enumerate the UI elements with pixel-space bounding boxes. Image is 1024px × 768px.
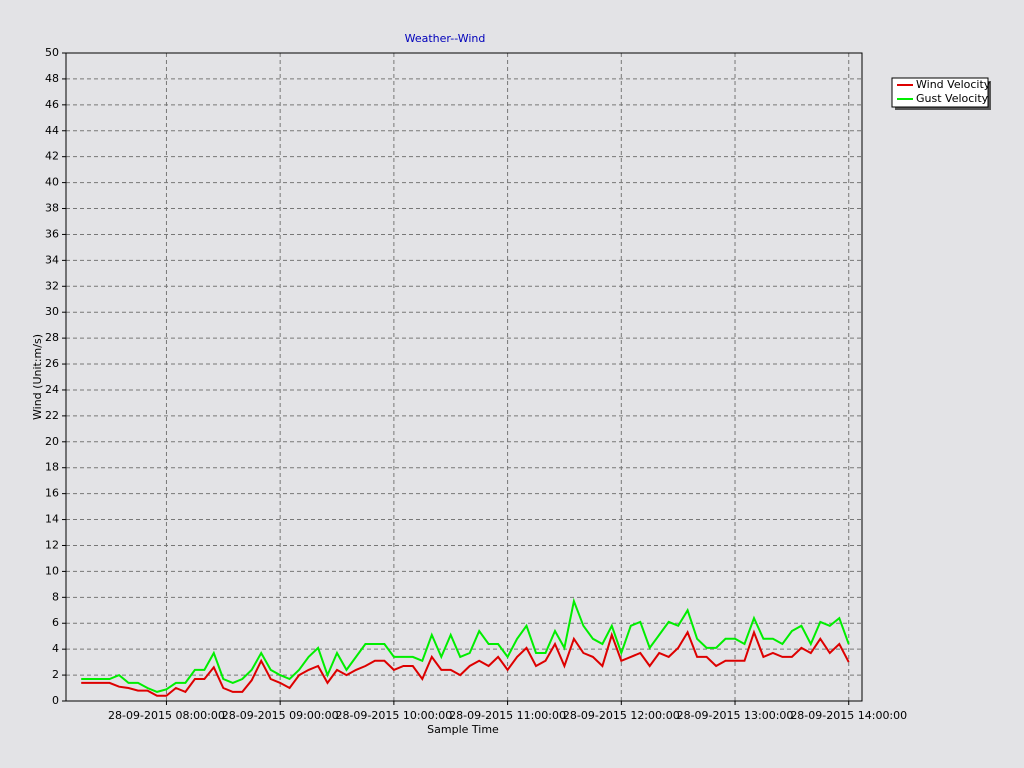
y-tick-label: 50: [45, 46, 59, 59]
plot: [81, 597, 850, 697]
grid: 0246810121416182022242628303234363840424…: [45, 46, 907, 722]
y-tick-label: 26: [45, 357, 59, 370]
legend-label: Wind Velocity: [916, 78, 991, 91]
y-tick-label: 18: [45, 461, 59, 474]
y-tick-label: 0: [52, 694, 59, 707]
y-tick-label: 36: [45, 227, 59, 240]
legend-box: [891, 77, 989, 108]
y-tick-label: 6: [52, 616, 59, 629]
y-tick-label: 32: [45, 279, 59, 292]
chart-title: Weather--Wind: [405, 32, 486, 45]
plot-frame: [65, 52, 863, 702]
y-tick-label: 2: [52, 668, 59, 681]
x-axis-label: Sample Time: [427, 723, 499, 736]
x-tick-label: 28-09-2015 14:00:00: [790, 709, 907, 722]
y-tick-label: 16: [45, 487, 59, 500]
y-tick-label: 48: [45, 72, 59, 85]
y-tick-label: 12: [45, 538, 59, 551]
x-tick-label: 28-09-2015 08:00:00: [108, 709, 225, 722]
series-line: [81, 597, 850, 693]
y-tick-label: 28: [45, 331, 59, 344]
y-tick-label: 4: [52, 642, 59, 655]
y-tick-label: 40: [45, 176, 59, 189]
y-tick-label: 46: [45, 98, 59, 111]
y-tick-label: 44: [45, 124, 59, 137]
legend-label: Gust Velocity: [916, 92, 989, 105]
y-tick-label: 14: [45, 513, 59, 526]
x-tick-label: 28-09-2015 11:00:00: [449, 709, 566, 722]
y-tick-label: 8: [52, 590, 59, 603]
x-tick-label: 28-09-2015 12:00:00: [563, 709, 680, 722]
y-tick-label: 38: [45, 202, 59, 215]
series-line: [81, 629, 850, 697]
y-tick-label: 42: [45, 150, 59, 163]
y-tick-label: 24: [45, 383, 59, 396]
x-tick-label: 28-09-2015 10:00:00: [335, 709, 452, 722]
y-tick-label: 22: [45, 409, 59, 422]
y-tick-label: 34: [45, 253, 59, 266]
y-tick-label: 30: [45, 305, 59, 318]
x-tick-label: 28-09-2015 09:00:00: [222, 709, 339, 722]
y-axis-label: Wind (Unit:m/s): [31, 334, 44, 420]
y-tick-label: 10: [45, 564, 59, 577]
x-tick-label: 28-09-2015 13:00:00: [677, 709, 794, 722]
y-tick-label: 20: [45, 435, 59, 448]
